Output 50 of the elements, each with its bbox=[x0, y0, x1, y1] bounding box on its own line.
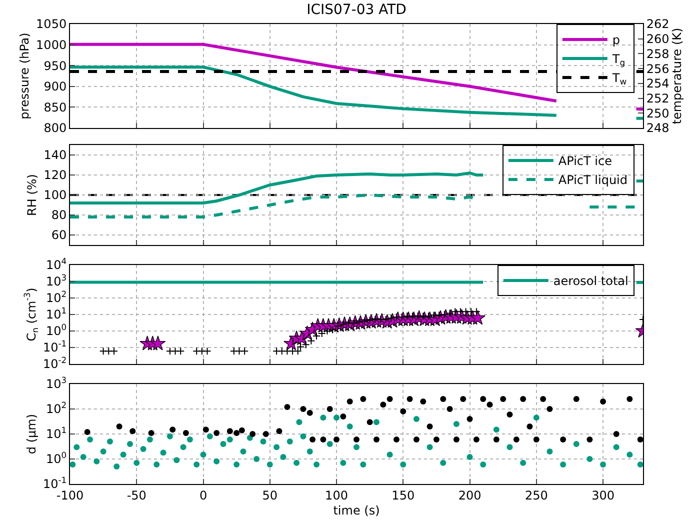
y-tick-label: 1000 bbox=[36, 38, 67, 52]
y2-tick-label: 254 bbox=[646, 76, 670, 91]
y2-tick-label: 256 bbox=[646, 62, 670, 76]
y-tick-label: 120 bbox=[44, 168, 67, 182]
y2-tick-label: 252 bbox=[646, 91, 670, 106]
y-tick-label: 950 bbox=[44, 58, 67, 73]
legend-label: T$_{g}$ bbox=[611, 52, 626, 68]
chart-title: ICIS07-03 ATD bbox=[306, 2, 406, 18]
y2-tick-label: 250 bbox=[646, 106, 670, 120]
x-tick-label: 150 bbox=[392, 488, 415, 502]
x-tick-label: 0 bbox=[199, 488, 208, 502]
y2-tick-label: 258 bbox=[646, 46, 670, 61]
y-tick-label: 900 bbox=[44, 80, 67, 94]
y-tick-label: 10$^{2}$ bbox=[46, 289, 67, 306]
y-tick-label: 850 bbox=[44, 100, 67, 114]
y2-axis-title: temperature (K) bbox=[670, 28, 684, 124]
y-tick-label: 10$^{1}$ bbox=[46, 306, 67, 322]
y-tick-label: 10$^{4}$ bbox=[46, 256, 67, 272]
y-tick-label: 100 bbox=[44, 188, 67, 202]
x-tick-label: -50 bbox=[126, 488, 146, 502]
y-axis-title: d (μm) bbox=[24, 414, 38, 454]
y-tick-label: 10$^{-1}$ bbox=[42, 338, 67, 355]
legend-label: p bbox=[612, 33, 620, 48]
y-tick-label: 10$^{3}$ bbox=[46, 375, 67, 392]
x-axis-title: time (s) bbox=[333, 503, 380, 518]
legend-label: APicT liquid bbox=[558, 173, 628, 188]
y2-tick-label: 260 bbox=[646, 32, 670, 46]
legend-label: APicT ice bbox=[558, 154, 612, 168]
y-axis-title: pressure (hPa) bbox=[17, 32, 32, 120]
y2-tick-label: 248 bbox=[646, 121, 670, 136]
y-tick-label: 10$^{2}$ bbox=[46, 400, 67, 416]
y-tick-label: 10$^{0}$ bbox=[46, 322, 67, 338]
y-tick-label: 60 bbox=[51, 228, 67, 242]
x-tick-label: 300 bbox=[592, 488, 614, 502]
y-tick-label: 10$^{-2}$ bbox=[42, 355, 67, 372]
x-tick-label: 250 bbox=[524, 488, 548, 502]
y-axis-title: RH (%) bbox=[24, 174, 39, 216]
series-label: aerosol total bbox=[553, 274, 628, 288]
y-tick-label: 10$^{3}$ bbox=[46, 272, 67, 289]
y-tick-label: 140 bbox=[44, 148, 67, 162]
y-tick-label: 1050 bbox=[36, 17, 67, 32]
legend-label: T$_{w}$ bbox=[611, 71, 627, 87]
y2-tick-label: 262 bbox=[646, 17, 670, 32]
x-tick-label: 200 bbox=[458, 488, 482, 502]
y-tick-label: 80 bbox=[51, 208, 67, 222]
y-tick-label: 10$^{1}$ bbox=[46, 425, 67, 442]
x-tick-label: 100 bbox=[325, 488, 348, 502]
y-tick-label: 10$^{0}$ bbox=[46, 450, 67, 466]
x-tick-label: 50 bbox=[262, 488, 278, 502]
y-tick-label: 800 bbox=[44, 121, 67, 136]
